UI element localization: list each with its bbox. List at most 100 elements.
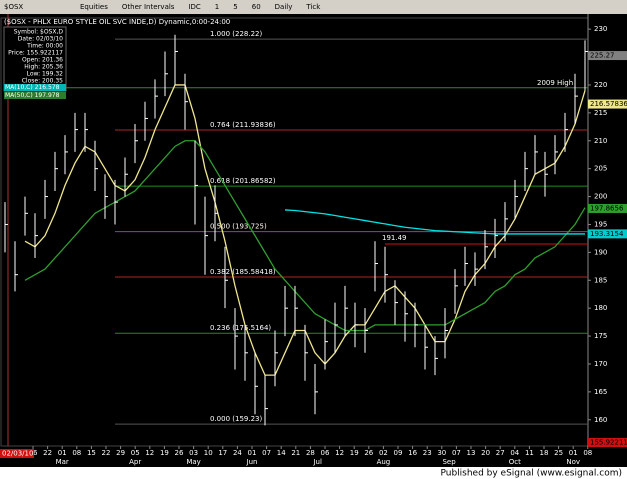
- x-tick-label: 17: [218, 449, 227, 457]
- x-tick-label: 27: [496, 449, 505, 457]
- y-tick-label: 205: [594, 165, 607, 173]
- month-label: Oct: [509, 458, 521, 466]
- x-tick-label: 02: [379, 449, 388, 457]
- x-tick-label: 13: [467, 449, 476, 457]
- x-tick-label: 21: [291, 449, 300, 457]
- toolbar-button[interactable]: IDC: [188, 3, 200, 11]
- x-tick-label: 19: [350, 449, 359, 457]
- fib-label: 0.500 (193.725): [210, 223, 267, 231]
- x-tick-label: 30: [437, 449, 446, 457]
- y-tick-label: 175: [594, 332, 607, 340]
- x-tick-label: 16: [408, 449, 417, 457]
- toolbar-button[interactable]: 60: [252, 3, 261, 11]
- date-tag-label: 02/03/10: [2, 450, 33, 458]
- x-tick-label: 20: [481, 449, 490, 457]
- data-window-line: Time: 00:00: [26, 43, 63, 50]
- footer-bar: [0, 467, 627, 479]
- month-label: Mar: [56, 458, 69, 466]
- chart-title: ($OSX - PHLX EURO STYLE OIL SVC INDE,D) …: [4, 18, 230, 26]
- price-tag-label: 225.27: [590, 52, 615, 60]
- data-window-line: Low: 199.32: [27, 71, 64, 78]
- data-window-line: High: 205.36: [24, 64, 63, 71]
- x-tick-label: 19: [160, 449, 169, 457]
- toolbar-button[interactable]: 1: [215, 3, 219, 11]
- toolbar-button[interactable]: Other Intervals: [122, 3, 175, 11]
- y-tick-label: 160: [594, 416, 607, 424]
- data-window-line: Close: 200.35: [22, 78, 63, 85]
- ma-box: [4, 92, 66, 99]
- fib-label: 1.000 (228.22): [210, 30, 262, 38]
- data-window-line: Date: 02/03/10: [18, 36, 63, 43]
- month-label: May: [186, 458, 200, 466]
- fib-label: 0.618 (201.86582): [210, 177, 276, 185]
- x-tick-label: 22: [102, 449, 111, 457]
- data-window-line: Price: 155.922117: [8, 50, 63, 57]
- x-tick-label: 14: [277, 449, 286, 457]
- month-label: Apr: [129, 458, 141, 466]
- toolbar-symbol: $OSX: [4, 3, 23, 11]
- toolbar: [0, 0, 627, 14]
- price-tag: [588, 438, 627, 448]
- toolbar-button[interactable]: Daily: [275, 3, 293, 11]
- data-window-line: Open: 201.36: [22, 57, 63, 64]
- x-tick-label: 01: [248, 449, 257, 457]
- fib-label: 0.236 (175.5164): [210, 324, 271, 332]
- month-label: Sep: [442, 458, 456, 466]
- price-tag-label: 193.3154: [590, 230, 624, 238]
- price-tag-label: 197.8656: [590, 204, 624, 212]
- ma-line: MA(10,C) 216.578: [5, 84, 60, 91]
- price-tag-label: 216.57836: [590, 100, 627, 108]
- x-tick-label: 06: [321, 449, 330, 457]
- date-tag: [0, 449, 34, 458]
- month-label: Jun: [246, 458, 258, 466]
- x-tick-label: 29: [116, 449, 125, 457]
- ma-box: [4, 84, 66, 91]
- toolbar-button[interactable]: Tick: [305, 3, 321, 11]
- y-tick-label: 220: [594, 81, 607, 89]
- price-tag: [588, 51, 627, 61]
- y-tick-label: 230: [594, 25, 607, 33]
- x-tick-label: 04: [510, 449, 519, 457]
- moving-average: [24, 140, 586, 332]
- data-window-line: Symbol: $OSX,D: [14, 29, 64, 36]
- y-tick-label: 195: [594, 220, 607, 228]
- x-tick-label: 18: [540, 449, 549, 457]
- y-tick-label: 185: [594, 276, 607, 284]
- x-tick-label: 28: [306, 449, 315, 457]
- resistance-label: 191.49: [382, 234, 407, 242]
- fib-label: 0.000 (159.23): [210, 415, 262, 423]
- price-tag: [588, 99, 627, 109]
- x-tick-label: 08: [583, 449, 592, 457]
- y-tick-label: 200: [594, 193, 607, 201]
- level-label: 2009 High: [537, 79, 573, 87]
- x-tick-label: 11: [525, 449, 534, 457]
- x-tick-label: 24: [233, 449, 242, 457]
- y-tick-label: 180: [594, 304, 607, 312]
- x-tick-label: 08: [72, 449, 81, 457]
- x-tick-label: 25: [554, 449, 563, 457]
- data-window: [3, 26, 67, 92]
- x-tick-label: 10: [204, 449, 213, 457]
- toolbar-button[interactable]: 5: [233, 3, 237, 11]
- month-label: Nov: [566, 458, 580, 466]
- x-tick-label: 05: [131, 449, 140, 457]
- month-label: Jul: [312, 458, 322, 466]
- x-tick-label: 03: [189, 449, 198, 457]
- x-tick-label: 07: [262, 449, 271, 457]
- y-tick-label: 170: [594, 360, 607, 368]
- y-tick-label: 215: [594, 109, 607, 117]
- footer: Published by eSignal (www.esignal.com): [440, 469, 622, 479]
- price-tag: [588, 203, 627, 213]
- x-tick-label: 15: [87, 449, 96, 457]
- month-label: Aug: [377, 458, 391, 466]
- x-tick-label: 01: [569, 449, 578, 457]
- x-tick-label: 26: [364, 449, 373, 457]
- toolbar-button[interactable]: Equities: [80, 3, 108, 11]
- fib-label: 0.764 (211.93836): [210, 121, 276, 129]
- y-tick-label: 165: [594, 388, 607, 396]
- x-tick-label: 26: [175, 449, 184, 457]
- ma-line: MA(50,C) 197.978: [5, 92, 60, 99]
- price-tag: [588, 229, 627, 239]
